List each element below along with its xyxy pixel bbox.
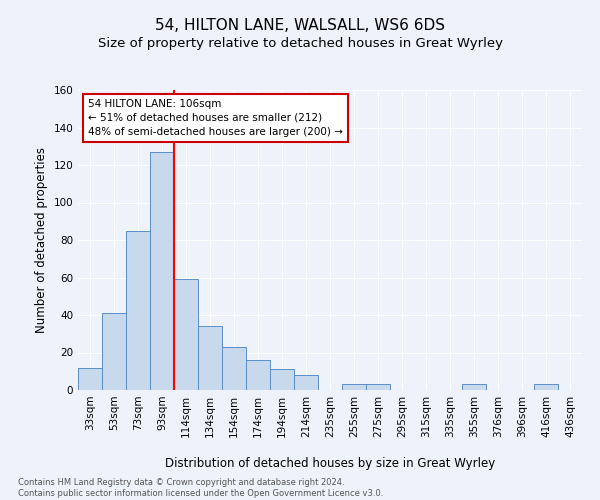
Bar: [174, 280, 198, 390]
Text: Size of property relative to detached houses in Great Wyrley: Size of property relative to detached ho…: [97, 38, 503, 51]
Bar: [126, 230, 150, 390]
Bar: [462, 384, 486, 390]
Bar: [342, 384, 366, 390]
Bar: [198, 326, 222, 390]
Bar: [294, 375, 318, 390]
Y-axis label: Number of detached properties: Number of detached properties: [35, 147, 48, 333]
Bar: [246, 360, 270, 390]
Bar: [270, 370, 294, 390]
Bar: [102, 313, 126, 390]
Text: Distribution of detached houses by size in Great Wyrley: Distribution of detached houses by size …: [165, 458, 495, 470]
Text: 54, HILTON LANE, WALSALL, WS6 6DS: 54, HILTON LANE, WALSALL, WS6 6DS: [155, 18, 445, 32]
Bar: [78, 368, 102, 390]
Bar: [366, 384, 390, 390]
Text: Contains HM Land Registry data © Crown copyright and database right 2024.
Contai: Contains HM Land Registry data © Crown c…: [18, 478, 383, 498]
Text: 54 HILTON LANE: 106sqm
← 51% of detached houses are smaller (212)
48% of semi-de: 54 HILTON LANE: 106sqm ← 51% of detached…: [88, 99, 343, 137]
Bar: [222, 347, 246, 390]
Bar: [150, 152, 174, 390]
Bar: [534, 384, 558, 390]
